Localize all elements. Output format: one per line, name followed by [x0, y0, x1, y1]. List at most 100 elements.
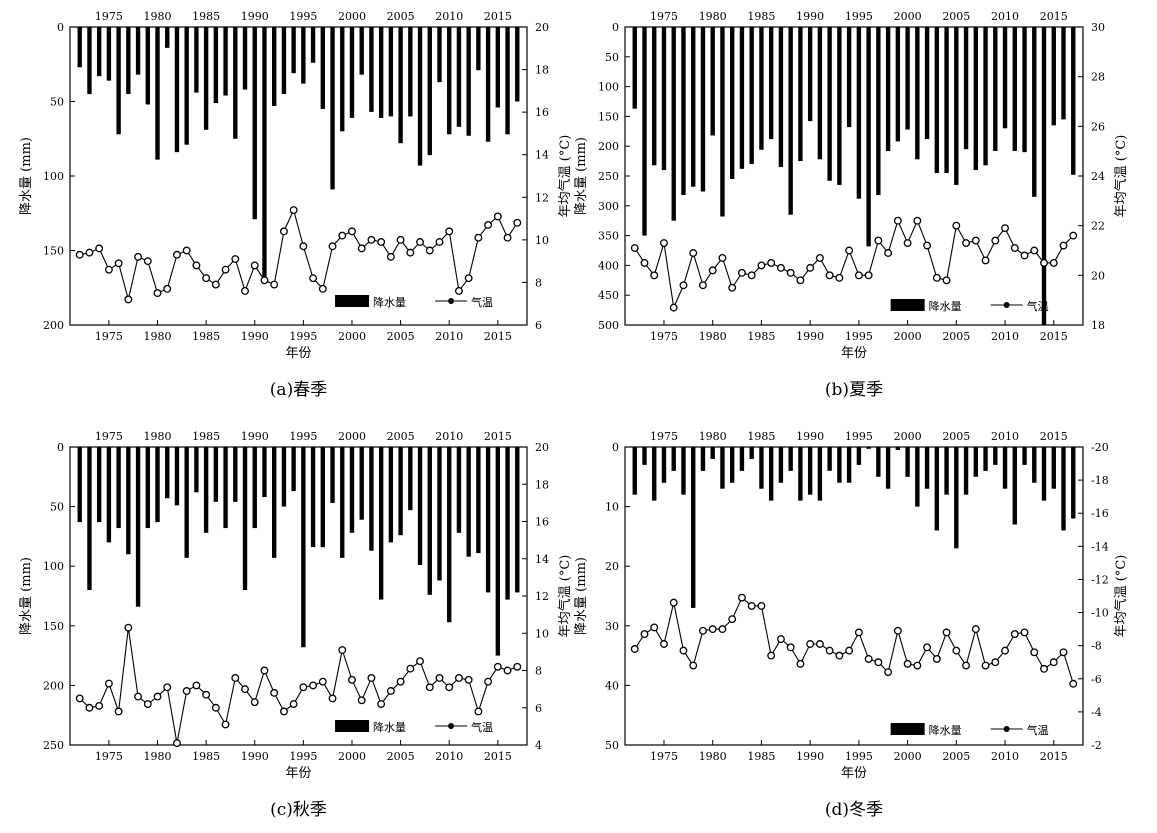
bottom-tick-label: 2005	[387, 330, 415, 343]
top-tick-label: 2015	[1040, 10, 1068, 23]
top-tick-label: 1990	[241, 430, 269, 443]
precip-bar	[466, 447, 471, 557]
precip-bar	[223, 447, 228, 529]
precip-bar	[272, 447, 277, 558]
temp-point	[971, 236, 980, 245]
temp-point	[757, 261, 766, 270]
legend-line-label: 气温	[1027, 723, 1049, 737]
precip-bar	[993, 447, 998, 465]
temp-point	[991, 236, 1000, 245]
precip-bar	[242, 447, 248, 591]
precip-bar	[515, 27, 520, 102]
temp-point	[1020, 251, 1029, 260]
temp-point	[406, 248, 415, 257]
temp-point	[981, 256, 990, 265]
precip-bar	[895, 447, 901, 450]
precip-bar	[768, 447, 774, 501]
temp-point	[1001, 224, 1009, 233]
precip-bar	[671, 27, 676, 221]
temp-point	[221, 265, 230, 274]
temp-point	[260, 666, 269, 675]
bottom-tick-label: 1985	[192, 330, 220, 343]
precip-bar	[184, 447, 189, 558]
precip-bar	[427, 447, 432, 595]
precip-bar	[798, 447, 803, 501]
right-tick-label: 18	[535, 64, 549, 77]
bottom-tick-label: 2015	[484, 750, 512, 763]
precip-bar	[973, 27, 979, 171]
right-tick-label: 24	[1091, 170, 1105, 183]
precip-bar	[720, 27, 725, 217]
precip-bar	[700, 27, 706, 192]
right-tick-label: 18	[1091, 319, 1105, 332]
temp-point	[318, 677, 327, 686]
temp-point	[435, 238, 444, 246]
temp-point	[260, 276, 269, 285]
left-tick-label: 150	[43, 620, 64, 633]
right-tick-label: 28	[1091, 71, 1105, 84]
precip-bar	[281, 27, 287, 95]
precip-bar	[213, 447, 219, 502]
top-tick-label: 2015	[1040, 430, 1068, 443]
right-tick-label: -10	[1091, 607, 1109, 620]
x-axis-label: 年份	[285, 766, 311, 781]
precip-bar	[671, 447, 676, 471]
precip-bar	[817, 27, 823, 160]
precip-bar	[846, 27, 852, 128]
precip-bar	[194, 447, 199, 493]
precip-bar	[437, 27, 442, 83]
temp-point	[1059, 648, 1068, 657]
legend-line-marker	[1003, 726, 1010, 732]
precip-bar	[194, 27, 199, 93]
plot-frame	[624, 446, 1084, 746]
temp-point	[796, 659, 805, 668]
temp-point	[1040, 258, 1048, 267]
precip-bar	[866, 27, 871, 247]
left-tick-label: 150	[598, 110, 619, 123]
top-tick-label: 2005	[942, 430, 970, 443]
right-tick-label: -2	[1091, 739, 1102, 752]
precip-bar	[915, 447, 920, 507]
precip-bar	[788, 27, 793, 215]
precip-bar	[174, 27, 180, 153]
left-tick-label: 50	[605, 739, 619, 752]
precip-bar	[96, 27, 102, 77]
precip-bar	[135, 27, 141, 75]
precip-bar	[417, 27, 423, 166]
legend-line-label: 气温	[1027, 299, 1049, 313]
temp-point	[474, 707, 483, 716]
right-tick-label: -4	[1091, 706, 1102, 719]
left-tick-label: 450	[598, 289, 619, 302]
temp-point	[231, 255, 240, 263]
precip-bar	[203, 447, 209, 533]
temp-point	[454, 674, 463, 682]
precip-bar	[213, 27, 219, 103]
precip-bar	[1061, 27, 1066, 120]
temp-point	[718, 254, 727, 262]
temp-point	[845, 246, 854, 255]
temp-point	[699, 281, 707, 290]
precip-bar	[729, 27, 735, 179]
precip-bar	[106, 27, 112, 81]
right-axis-label: 年均气温 (°C)	[557, 555, 573, 638]
temp-point	[416, 657, 424, 666]
bottom-tick-label: 2010	[435, 750, 463, 763]
bottom-tick-label: 2005	[942, 750, 970, 763]
bottom-tick-label: 1985	[747, 750, 775, 763]
right-axis-label: 年均气温 (°C)	[1113, 135, 1129, 218]
precip-bar	[252, 447, 257, 529]
temp-point	[318, 284, 327, 293]
precip-bar	[233, 447, 238, 502]
left-axis-label: 降水量 (mm)	[574, 137, 589, 215]
temp-point	[250, 261, 259, 270]
legend-bar-label: 降水量	[373, 720, 406, 734]
precip-bar	[1022, 27, 1027, 153]
precip-bar	[310, 447, 316, 548]
precip-bar	[369, 27, 374, 112]
panel-summer: 0 50 100 150 200 250 300 350 400 450 500 18 20 22 24 26…	[574, 10, 1129, 400]
temp-point	[981, 661, 990, 670]
top-tick-label: 1985	[192, 10, 220, 23]
temp-point	[231, 674, 240, 682]
right-tick-label: 16	[535, 106, 549, 119]
temp-point	[367, 235, 376, 244]
